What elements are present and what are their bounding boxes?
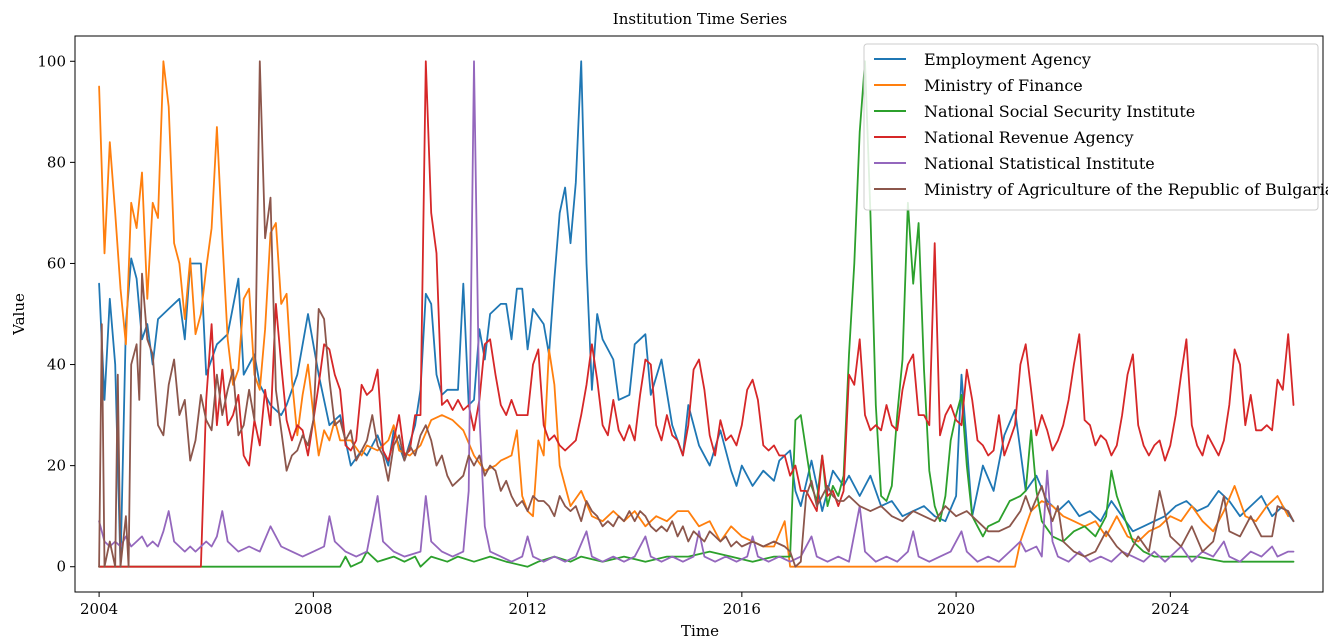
legend-label-2: National Social Security Institute xyxy=(924,102,1195,121)
series-line-0 xyxy=(98,60,1295,568)
plot-area xyxy=(74,35,1324,593)
y-tick-label-5: 100 xyxy=(37,52,66,70)
y-axis-label: Value xyxy=(10,293,28,336)
x-tick-label-3: 2016 xyxy=(723,600,761,618)
series-layer xyxy=(98,60,1295,568)
x-tick-label-2: 2012 xyxy=(509,600,547,618)
y-tick-label-0: 0 xyxy=(56,558,66,576)
legend-box xyxy=(863,43,1319,211)
y-tick-label-1: 20 xyxy=(47,457,66,475)
x-tick-label-5: 2024 xyxy=(1151,600,1189,618)
x-tick-label-1: 2008 xyxy=(294,600,332,618)
x-tick-label-0: 2004 xyxy=(80,600,118,618)
series-line-4 xyxy=(98,60,1295,563)
legend-label-3: National Revenue Agency xyxy=(924,128,1134,147)
x-axis-label: Time xyxy=(681,622,719,640)
y-tick-label-2: 40 xyxy=(47,356,66,374)
axes-layer: 2004 2008 2012 2016 2020 2024 0 20 40 60 80 100 xyxy=(37,52,1189,618)
legend: Employment Agency Ministry of Finance Nati… xyxy=(863,43,1328,211)
legend-label-4: National Statistical Institute xyxy=(924,154,1155,173)
x-tick-label-4: 2020 xyxy=(937,600,975,618)
series-line-2 xyxy=(98,60,1295,568)
series-line-5 xyxy=(98,60,1295,568)
chart-title: Institution Time Series xyxy=(613,10,787,28)
legend-label-1: Ministry of Finance xyxy=(924,76,1083,95)
y-tick-label-3: 60 xyxy=(47,254,66,272)
series-line-3 xyxy=(98,60,1295,568)
y-tick-label-4: 80 xyxy=(47,153,66,171)
legend-label-5: Ministry of Agriculture of the Republic … xyxy=(924,180,1328,199)
legend-label-0: Employment Agency xyxy=(924,50,1091,69)
